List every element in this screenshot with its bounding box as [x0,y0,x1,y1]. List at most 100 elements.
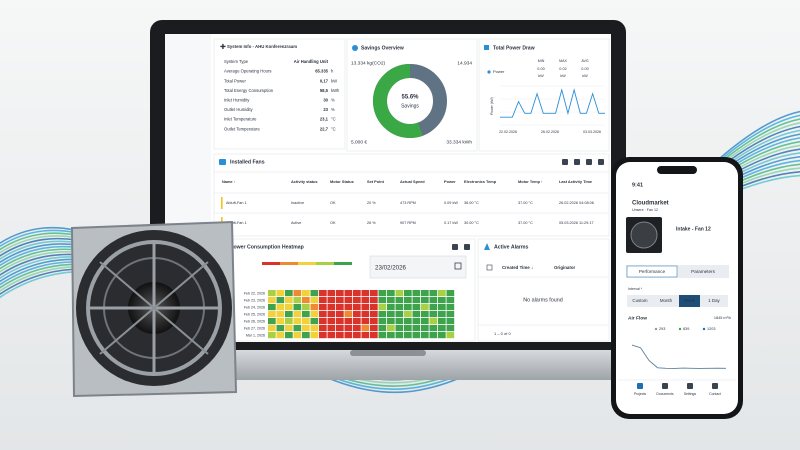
heat-cell [421,297,429,304]
heat-cell [353,304,361,311]
dashboard: ✚ System Info - AHU Konferenzraum System T… [213,38,610,342]
info-unit: kWh [331,88,340,93]
fan-product [70,220,238,398]
stat-dot [678,327,682,331]
heat-cell [327,311,336,318]
heat-cell [276,304,285,311]
pager: 1 – 0 of 0 [494,331,511,336]
nav-label[interactable]: Documents [656,392,673,396]
heat-cell [344,297,353,304]
tab-label[interactable]: Parameters [691,269,715,274]
heat-cell [285,318,293,325]
heat-cell [429,325,438,332]
heat-cell [370,311,378,318]
heat-cell [319,332,327,339]
toolbar-icon[interactable] [464,244,470,250]
range-button[interactable] [679,295,700,307]
toolbar-icon[interactable] [598,159,604,165]
heat-cell [344,332,353,339]
heat-cell [370,318,378,325]
stat-value: 0.00 [537,67,544,71]
nav-label[interactable]: Settings [684,392,697,396]
toolbar-icon[interactable] [574,159,580,165]
table-cell: 0.17 kW [444,221,458,225]
heat-cell [429,290,438,297]
table-cell: 05.03.2026 11:29:17 [559,221,594,225]
nav-icon[interactable] [637,383,643,389]
stat-dot [702,327,706,331]
nav-icon[interactable] [687,383,693,389]
heat-cell [310,304,319,311]
status-time: 9:41 [632,182,643,188]
toolbar-icon[interactable] [452,244,458,250]
toolbar-icon[interactable] [562,159,568,165]
heat-cell [378,311,387,318]
empty-state: No alarms found [523,297,563,303]
info-label: Total Power [224,78,246,83]
heat-cell [336,318,344,325]
heat-cell [276,325,285,332]
heat-cell [327,297,336,304]
heat-cell [276,297,285,304]
heat-cell [438,318,446,325]
date-field[interactable] [369,255,467,279]
heat-cell [421,332,429,339]
x-tick-label: 26.02.2026 [541,130,559,134]
heat-cell [387,325,395,332]
app-title: Cloudmarket [632,201,669,207]
heat-cell [268,304,276,311]
tab-label[interactable]: Performance [639,269,666,274]
heat-cell [310,311,319,318]
column-header: Power [444,179,456,184]
table-cell: 473 RPM [400,201,416,205]
heat-cell [438,290,446,297]
stat-value: 0.02 [559,67,566,71]
info-unit: % [331,107,335,112]
heat-cell [412,318,421,325]
table-cell: Abluft-Fan 1 [226,201,247,205]
heat-cell [438,325,446,332]
panel [477,238,610,342]
range-button[interactable] [700,295,728,307]
heat-cell [429,297,438,304]
heat-cell [336,311,344,318]
nav-icon[interactable] [712,383,718,389]
toolbar-icon[interactable] [586,159,592,165]
heat-cell [285,325,293,332]
info-label: Inlet Temperature [224,117,257,122]
heat-cell [404,290,412,297]
heat-cell [310,297,319,304]
nav-label[interactable]: Projects [634,392,647,396]
heat-cell [412,325,421,332]
heat-cell [327,325,336,332]
heat-cell [302,325,310,332]
heat-cell [268,325,276,332]
info-value: 22,7 [320,126,329,131]
tab-active[interactable] [626,265,678,278]
heat-cell [446,297,455,304]
checkbox[interactable] [486,264,493,271]
heat-cell [353,332,361,339]
heat-cell [378,325,387,332]
table-cell: 37.00 °C [518,221,533,225]
nav-label[interactable]: Contact [709,392,721,396]
heat-cell [370,332,378,339]
info-unit: % [331,98,335,103]
heat-cell [412,304,421,311]
heat-cell [378,318,387,325]
legend-swatch [334,262,352,265]
heat-cell [361,311,370,318]
range-button[interactable] [627,295,653,307]
panel-title: Savings Overview [361,45,404,51]
nav-icon[interactable] [662,383,668,389]
heat-cell [429,318,438,325]
info-label: Outlet Humidity [224,107,254,112]
table-cell: 37.00 °C [518,201,533,205]
stat-unit: kW [582,74,588,78]
heat-cell [370,297,378,304]
range-button[interactable] [653,295,679,307]
heat-cell [302,297,310,304]
stat-unit: kW [560,74,566,78]
